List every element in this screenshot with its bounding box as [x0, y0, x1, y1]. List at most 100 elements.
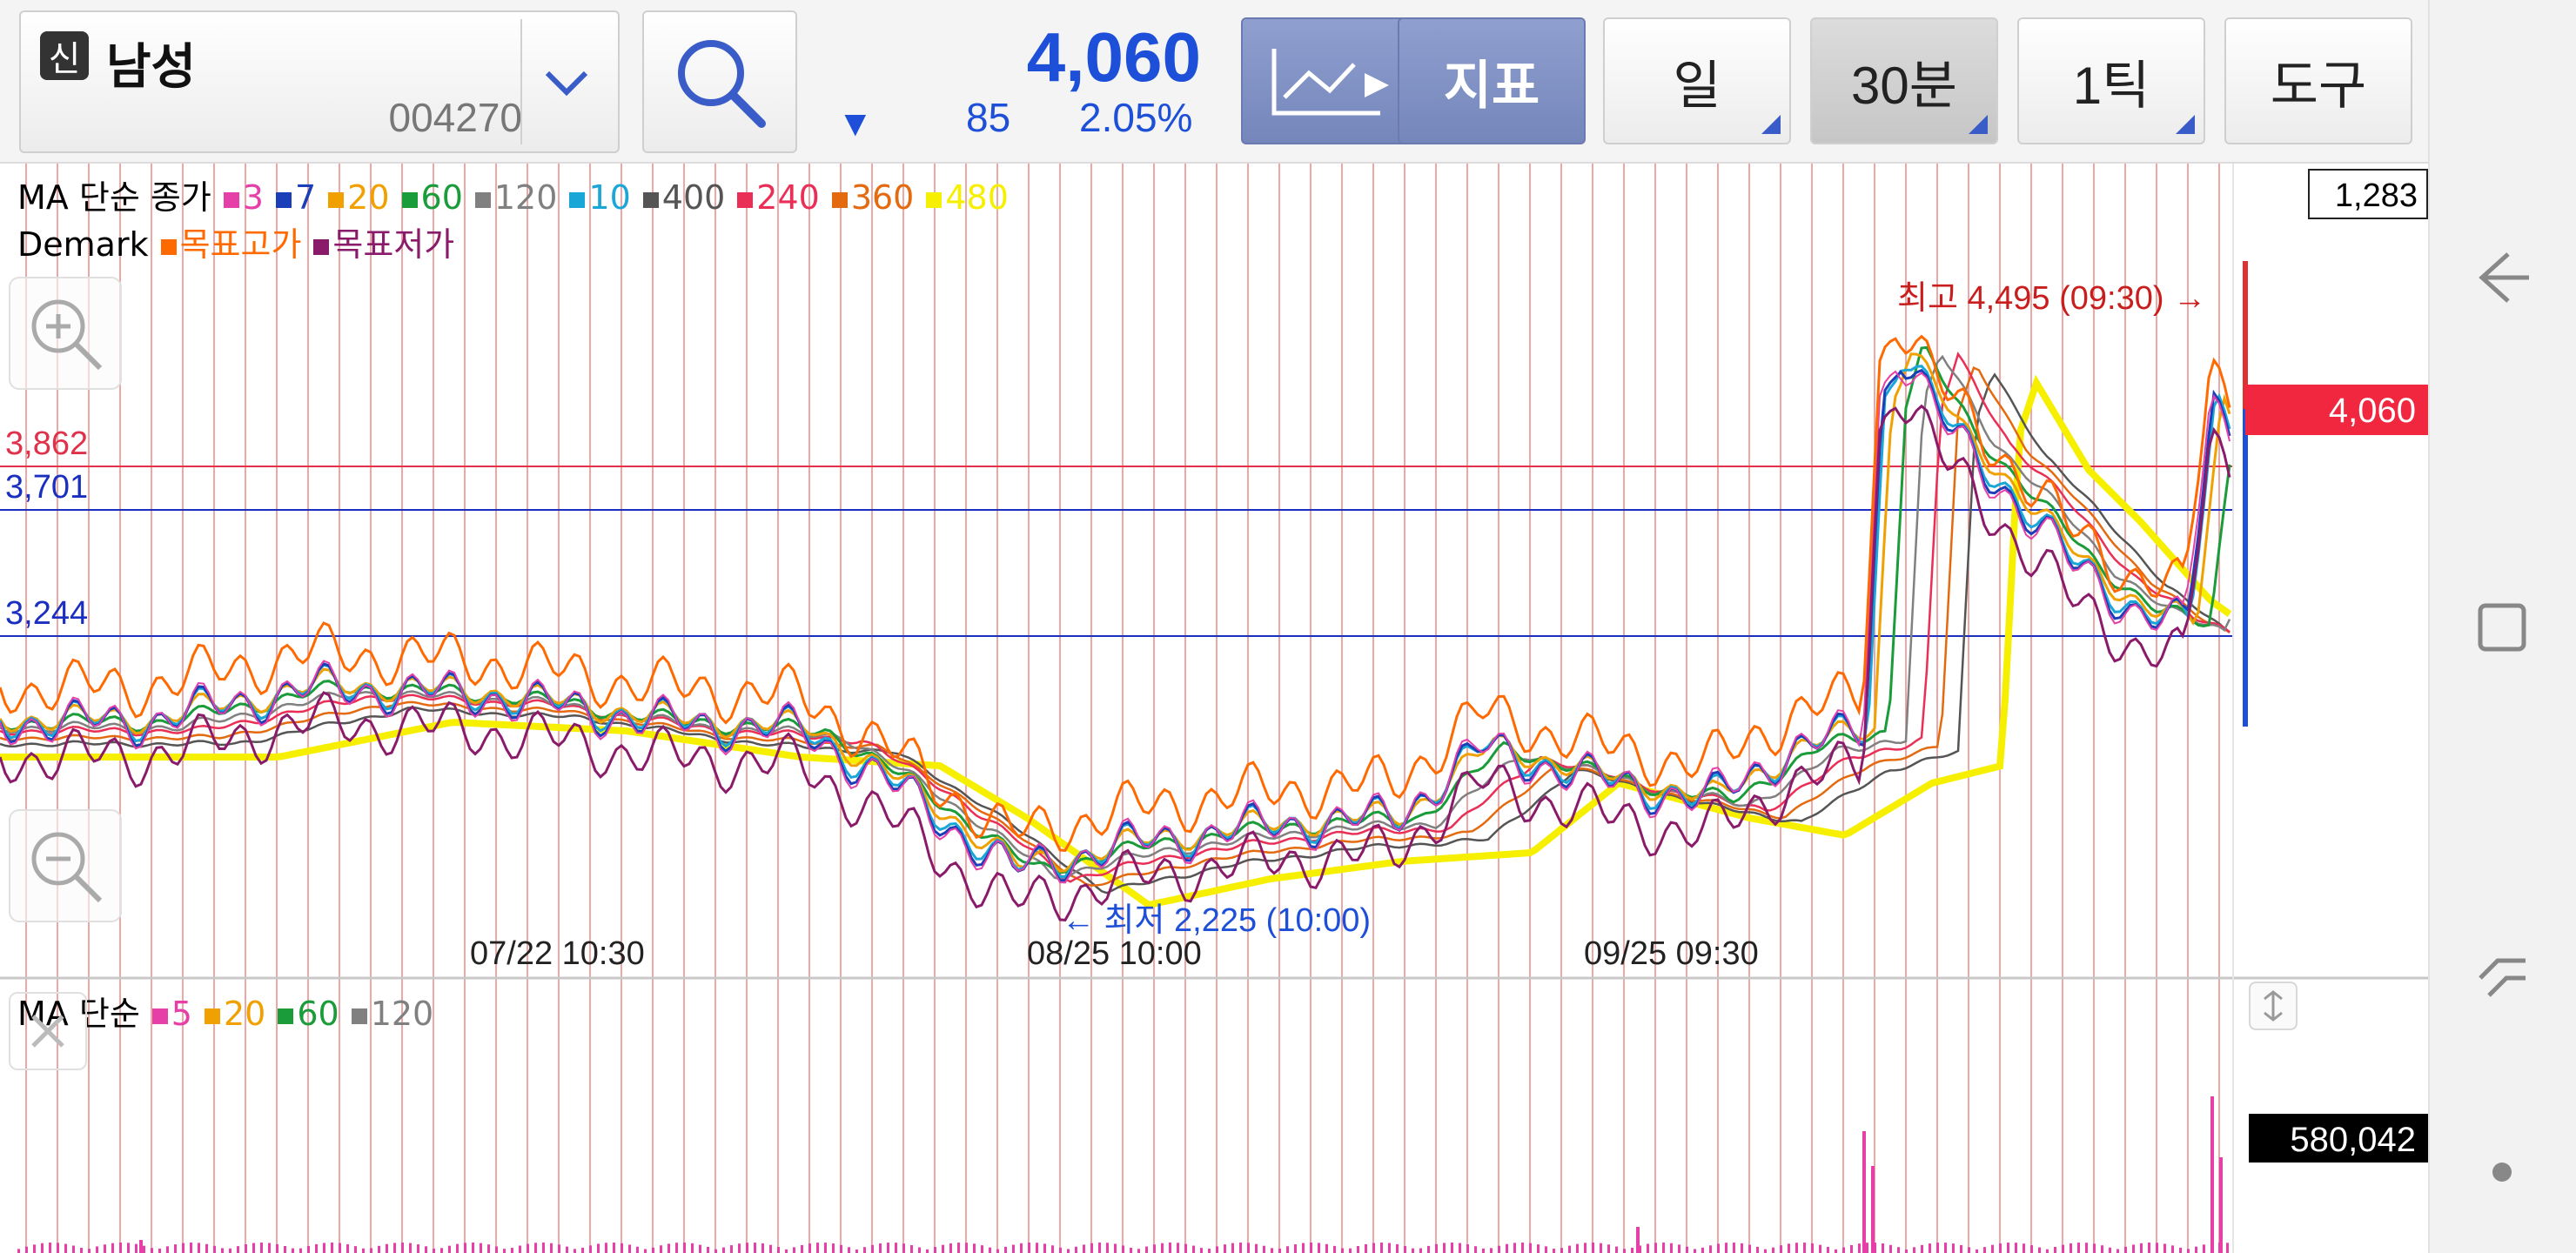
zoom-in-button[interactable]: [9, 277, 122, 390]
ma-legend-item: 60: [420, 178, 463, 217]
volume-bar: [1709, 1245, 1712, 1253]
volume-bar: [229, 1248, 231, 1253]
volume-bar: [198, 1243, 200, 1253]
ma-legend-item: 3: [242, 178, 264, 217]
search-button[interactable]: [642, 10, 797, 153]
volume-bar: [613, 1243, 615, 1253]
top-toolbar: 신 남성 004270 4,060 ▼ 85 2.05% 지표 일 30분: [0, 0, 2428, 164]
date-label: 09/25 09:30: [1584, 935, 1759, 972]
period-day-button[interactable]: 일: [1603, 17, 1791, 144]
legend-swatch: [569, 191, 586, 208]
volume-bar: [1490, 1248, 1493, 1253]
volume-bar: [1435, 1243, 1438, 1253]
tick-button[interactable]: 1틱: [2017, 17, 2205, 144]
volume-bar: [2116, 1249, 2119, 1253]
volume-bar: [1850, 1245, 1853, 1253]
zoom-out-button[interactable]: [9, 809, 122, 922]
volume-bar: [276, 1243, 278, 1253]
zoom-in-icon: [31, 299, 103, 371]
volume-legend-item: 20: [223, 995, 266, 1033]
volume-bar: [1576, 1243, 1579, 1253]
volume-bar: [667, 1243, 670, 1253]
tick-label: 1틱: [2072, 56, 2150, 115]
volume-bar: [401, 1243, 404, 1253]
date-label: 07/22 10:30: [470, 935, 645, 972]
volume-bar: [989, 1247, 991, 1253]
volume-bar: [887, 1243, 889, 1253]
close-icon: [31, 1015, 64, 1048]
volume-bar: [480, 1243, 482, 1253]
volume-bar: [1098, 1243, 1101, 1253]
legend-swatch: [204, 1008, 220, 1024]
stock-selector[interactable]: 신 남성 004270: [19, 10, 620, 153]
volume-bar: [534, 1243, 537, 1253]
chart-type-button[interactable]: [1241, 17, 1424, 144]
legend-swatch: [474, 191, 491, 208]
ma-60-line: [0, 345, 2231, 874]
volume-bar: [2062, 1244, 2064, 1253]
period-30min-button[interactable]: 30분: [1810, 17, 1998, 144]
volume-bar: [127, 1243, 130, 1253]
close-volume-button[interactable]: [9, 992, 87, 1070]
home-icon[interactable]: [2472, 952, 2532, 1013]
volume-bar: [1263, 1245, 1265, 1253]
volume-bar: [1067, 1249, 1070, 1253]
volume-bar: [621, 1243, 623, 1253]
volume-bar: [104, 1244, 106, 1253]
volume-bar: [1592, 1243, 1594, 1253]
volume-bar: [1075, 1246, 1077, 1253]
ma-legend-item: 240: [756, 178, 820, 217]
tools-button[interactable]: 도구: [2224, 17, 2412, 144]
price-chart[interactable]: 최고 4,495 (09:30) → ← 최저 2,225 (10:00) 07…: [0, 164, 2428, 1253]
back-icon[interactable]: [2473, 247, 2534, 308]
volume-bar: [1607, 1244, 1610, 1253]
volume-bar: [1874, 1243, 1876, 1253]
date-label: 08/25 10:00: [1027, 935, 1202, 972]
legend-swatch: [275, 191, 292, 208]
resize-panel-button[interactable]: [2249, 982, 2298, 1030]
volume-bar: [1944, 1243, 1947, 1253]
volume-bar: [2077, 1243, 2080, 1253]
volume-bar: [2195, 1246, 2197, 1253]
volume-bar: [918, 1247, 921, 1253]
volume-bar: [895, 1243, 897, 1253]
current-price-tag: 4,060: [2245, 385, 2428, 435]
volume-bar: [456, 1243, 459, 1253]
volume-spike: [1636, 1227, 1640, 1253]
volume-bar: [472, 1243, 474, 1253]
volume-bar: [1310, 1243, 1312, 1253]
volume-bar: [1474, 1246, 1477, 1253]
volume-bar: [1835, 1249, 1837, 1253]
stock-dropdown-button[interactable]: [520, 19, 611, 144]
volume-bar: [166, 1246, 169, 1253]
corner-dropdown-icon: [1969, 115, 1988, 134]
volume-bar: [1278, 1248, 1281, 1253]
volume-bar: [1200, 1248, 1203, 1253]
volume-bar: [597, 1243, 600, 1253]
indicator-button[interactable]: 지표: [1398, 17, 1586, 144]
volume-bar: [816, 1243, 819, 1253]
volume-bar: [769, 1244, 772, 1253]
volume-bar: [1725, 1243, 1727, 1253]
volume-bar: [1686, 1246, 1688, 1253]
stock-name: 남성: [106, 39, 197, 96]
volume-bar: [644, 1249, 647, 1253]
volume-bar: [871, 1244, 874, 1253]
volume-bar: [1568, 1245, 1571, 1253]
volume-bar: [151, 1248, 153, 1253]
volume-bar: [41, 1243, 44, 1253]
volume-bar: [848, 1247, 850, 1253]
volume-bar: [683, 1243, 686, 1253]
volume-bar: [832, 1243, 835, 1253]
period-day-label: 일: [1673, 56, 1721, 115]
volume-bar: [111, 1243, 114, 1253]
volume-bar: [949, 1243, 952, 1253]
volume-bar: [973, 1243, 976, 1253]
recent-apps-icon[interactable]: [2472, 597, 2532, 658]
volume-bar: [1654, 1243, 1657, 1253]
volume-bar: [2015, 1243, 2017, 1253]
volume-bar: [1412, 1248, 1414, 1253]
volume-bar: [628, 1244, 631, 1253]
low-annotation: ← 최저 2,225 (10:00): [1062, 902, 1371, 939]
volume-bar: [981, 1245, 983, 1253]
